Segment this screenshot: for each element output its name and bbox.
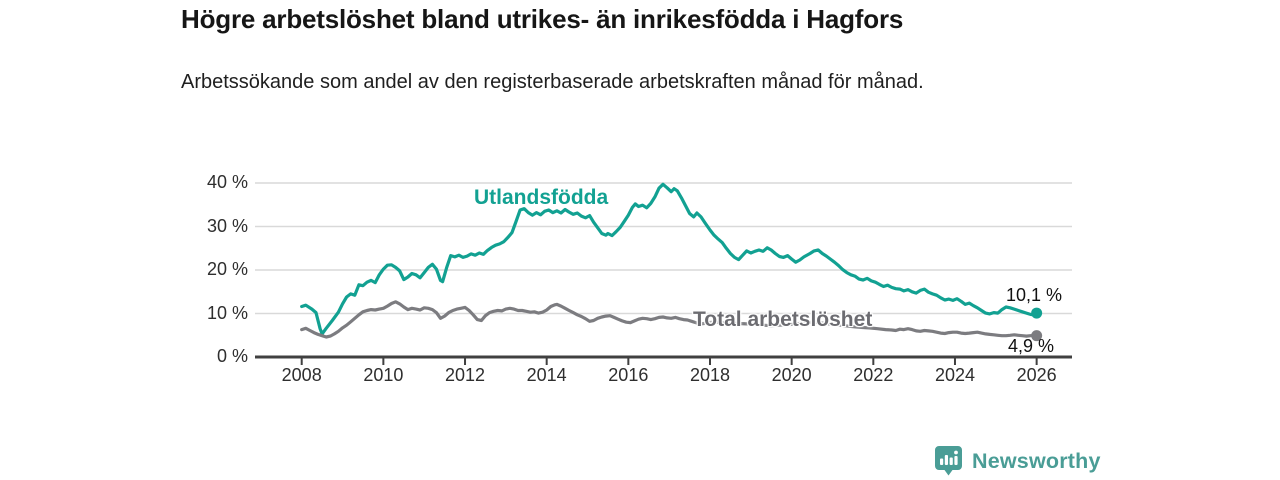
series-end-dot-total <box>1031 330 1043 342</box>
x-tick-label: 2020 <box>771 365 812 385</box>
x-tick-label: 2026 <box>1016 365 1057 385</box>
page-title: Högre arbetslöshet bland utrikes- än inr… <box>181 4 904 34</box>
newsworthy-logo: Newsworthy <box>934 445 1101 477</box>
series-line-utlandsfodda <box>300 182 1039 336</box>
y-tick-label: 20 % <box>206 259 248 279</box>
y-tick-label: 0 % <box>216 346 248 366</box>
end-value-label-utlandsfodda: 10,1 % <box>1006 285 1063 305</box>
series-end-dot-utlandsfodda <box>1031 307 1043 319</box>
logo-text: Newsworthy <box>972 448 1101 473</box>
series-label-utlandsfodda: Utlandsfödda <box>474 186 609 209</box>
x-tick-label: 2012 <box>444 365 486 385</box>
x-tick-label: 2018 <box>689 365 731 385</box>
y-tick-label: 10 % <box>206 302 248 323</box>
x-tick-label: 2016 <box>608 365 649 385</box>
series-line-total <box>300 300 1039 339</box>
x-tick-label: 2022 <box>853 365 894 385</box>
x-tick-label: 2014 <box>526 365 567 385</box>
x-tick-label: 2024 <box>934 365 975 385</box>
end-value-label-total: 4,9 % <box>1008 336 1055 356</box>
y-tick-label: 30 % <box>206 215 248 236</box>
x-tick-label: 2010 <box>363 365 404 385</box>
y-tick-label: 40 % <box>206 172 248 192</box>
chart-subtitle: Arbetssökande som andel av den registerb… <box>181 71 924 93</box>
series-label-total-arbetsloshet: Total arbetslöshet <box>693 308 873 331</box>
x-tick-label: 2008 <box>281 365 322 385</box>
bar-chart-speech-bubble-icon <box>934 445 963 477</box>
